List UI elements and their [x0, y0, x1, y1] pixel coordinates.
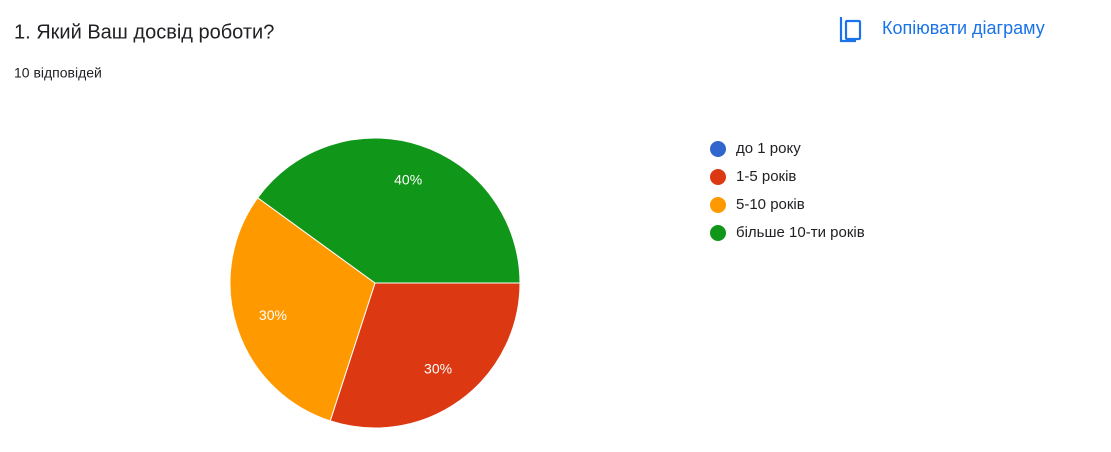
legend-swatch [710, 169, 726, 185]
pie-slice [329, 282, 521, 429]
copy-label[interactable]: Копіювати діаграму [882, 18, 1045, 38]
copy-button[interactable]: Копіювати діаграму [839, 17, 1045, 43]
legend-label: більше 10-ти років [736, 224, 865, 241]
legend-swatch [710, 141, 726, 157]
chart-subtitle: 10 відповідей [14, 65, 102, 81]
pie-slice [256, 137, 521, 284]
legend-swatch [710, 197, 726, 213]
slice-label: 40% [394, 172, 422, 188]
legend-label: 1-5 років [736, 168, 796, 185]
legend-label: 5-10 років [736, 196, 805, 213]
legend-label: до 1 року [736, 140, 801, 157]
slice-label: 30% [424, 361, 452, 377]
pie-slice [229, 197, 376, 422]
chart-title: 1. Який Ваш досвід роботи? [14, 21, 274, 43]
legend-swatch [710, 225, 726, 241]
slice-label: 30% [259, 307, 287, 323]
copy-icon [839, 17, 862, 43]
